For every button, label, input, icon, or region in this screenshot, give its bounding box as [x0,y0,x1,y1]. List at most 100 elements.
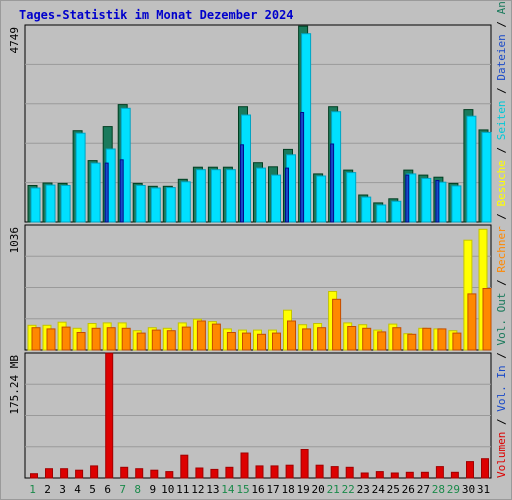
legend-entry: / [495,206,508,226]
bar-volumen [135,468,144,479]
x-tick-label: 16 [251,483,264,496]
bar-dateien [421,177,432,223]
bar-volumen [195,467,204,479]
bar-volumen [105,352,114,479]
legend-entry: Vol. In [495,365,508,411]
bar-rechner [347,326,357,351]
bar-dateien [316,175,327,223]
bar-dateien [481,131,492,223]
bar-rechner [257,333,266,351]
bar-volumen [45,468,53,479]
x-tick-label: 11 [176,483,189,496]
legend-entry: / [495,81,508,101]
bar-volumen [270,465,279,479]
x-tick-label: 20 [311,483,324,496]
bar-dateien [256,167,266,223]
bar-dateien [135,185,146,223]
bar-rechner [46,328,56,351]
x-tick-label: 18 [281,483,294,496]
x-tick-label: 17 [266,483,279,496]
x-tick-label: 22 [342,483,355,496]
bar-dateien [391,200,402,223]
ymax-label-visits: 1036 [8,227,21,254]
bar-rechner [196,320,206,351]
legend-entry: Dateien [495,34,508,80]
bar-volumen [285,464,294,479]
x-tick-label: 28 [432,483,445,496]
bar-dateien [451,185,462,223]
bar-rechner [452,332,462,351]
x-tick-label: 6 [104,483,111,496]
bar-dateien [195,169,206,223]
bar-dateien [180,181,191,223]
bar-volumen [75,469,84,479]
legend-entry: / [495,14,508,34]
bar-volumen [405,471,414,479]
x-tick-label: 3 [59,483,66,496]
bar-dateien [466,115,477,223]
bar-seiten [240,144,244,223]
bar-volumen [360,472,369,479]
bar-rechner [76,332,86,351]
bar-dateien [210,169,221,223]
ymax-label-requests: 4749 [8,27,21,54]
x-tick-label: 12 [191,483,204,496]
bar-rechner [317,327,327,351]
x-tick-label: 23 [357,483,370,496]
ymax-label-volume: 175.24 MB [8,355,21,415]
bar-volumen [390,472,399,479]
bar-volumen [240,452,249,479]
x-tick-label: 15 [236,483,249,496]
legend-entry: / [495,346,508,366]
bar-seiten [435,180,440,223]
bar-volumen [255,465,264,479]
bar-volumen [180,454,189,479]
bar-dateien [30,187,41,223]
legend-entry: / [495,273,508,293]
x-tick-label: 4 [74,483,81,496]
bar-rechner [166,330,176,351]
x-tick-label: 8 [134,483,141,496]
legend-entry: / [495,412,508,432]
bar-rechner [121,327,131,351]
bar-seiten [119,159,124,223]
x-tick-label: 29 [447,483,460,496]
chart-title: Tages-Statistik im Monat Dezember 2024 [19,8,294,22]
legend-entry: Anfragen [495,1,508,14]
bar-volumen [30,473,38,479]
bar-dateien [90,162,101,223]
bar-volumen [60,468,69,479]
bar-dateien [346,172,357,223]
legend-entry: Rechner [495,226,508,273]
bar-volumen [315,464,324,479]
bar-seiten [104,162,109,223]
legend-entry: Besuche [495,160,508,206]
bar-volumen [345,466,354,479]
bar-volumen [90,465,99,479]
x-tick-label: 1 [29,483,36,496]
bar-rechner [106,327,116,351]
bar-rechner [181,326,191,351]
bar-dateien [45,184,56,223]
bar-rechner [91,327,101,351]
bar-volumen [210,468,219,479]
x-tick-label: 26 [402,483,415,496]
x-tick-label: 27 [417,483,430,496]
bar-dateien [376,204,387,223]
bar-volumen [375,471,384,479]
x-tick-label: 30 [462,483,475,496]
x-tick-label: 7 [119,483,126,496]
bar-rechner [211,323,221,351]
bar-rechner [31,327,41,351]
x-tick-label: 19 [296,483,309,496]
bar-rechner [151,329,161,351]
bar-dateien [271,174,281,223]
bar-volumen [435,466,444,479]
x-tick-label: 9 [149,483,156,496]
bar-rechner [392,327,402,351]
bar-rechner [422,327,432,351]
legend-entry: Vol. Out [495,293,508,346]
bar-volumen [330,466,339,479]
